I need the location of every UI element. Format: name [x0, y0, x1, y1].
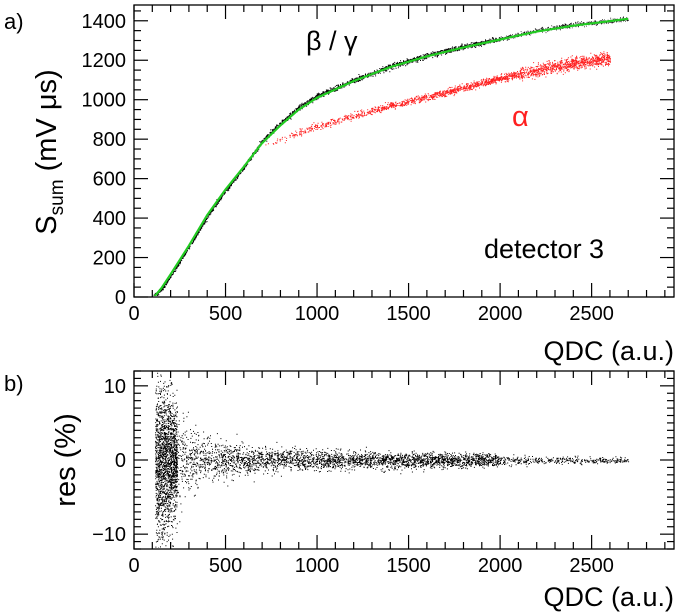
- panel-a-y-tick-label: 800: [93, 129, 126, 151]
- panel-b-x-tick-label: 500: [209, 555, 242, 577]
- panel-b-x-tick-label: 2000: [478, 555, 523, 577]
- panel-a: a) 0 200 400 600 800 1000 1200 1400 0 500 1000 150…: [4, 4, 675, 366]
- panel-a-y-tick-label: 1000: [82, 90, 127, 112]
- alpha-points: [265, 51, 611, 146]
- panel-a-series-2: [153, 17, 629, 296]
- panel-a-series-layer: [153, 16, 629, 296]
- panel-b-x-tick-label: 1500: [386, 555, 431, 577]
- panel-a-x-axis-title: QDC (a.u.): [543, 336, 674, 366]
- panel-b-y-tick-label: 10: [104, 376, 126, 398]
- residual-points: [155, 372, 630, 548]
- panel-b-series-0: [155, 372, 630, 548]
- panel-b-x-tick-label: 2500: [569, 555, 614, 577]
- panel-a-x-tick-label: 2500: [569, 303, 614, 325]
- panel-a-y-axis-title: Ssum (mV μs): [31, 69, 68, 234]
- panel-a-series-1: [265, 51, 611, 146]
- panel-a-y-tick-label: 0: [115, 287, 126, 309]
- detector-label: detector 3: [484, 234, 604, 264]
- beta-gamma-label: β / γ: [306, 26, 358, 56]
- panel-b-x-axis-title: QDC (a.u.): [543, 582, 674, 612]
- panel-a-y-axis-title-sub: sum: [47, 179, 68, 215]
- panel-b-x-tick-label: 0: [128, 555, 139, 577]
- panel-a-y-tick-label: 400: [93, 208, 126, 230]
- panel-b-plot-area: [155, 372, 630, 548]
- panel-a-x-tick-label: 1500: [386, 303, 431, 325]
- panel-b-y-tick-label: 0: [115, 450, 126, 472]
- panel-b-series-layer: [155, 372, 630, 548]
- panel-a-y-axis: 0 200 400 600 800 1000 1200 1400: [82, 10, 674, 309]
- alpha-label: α: [512, 101, 529, 133]
- panel-a-y-axis-title-rest: (mV μs): [31, 69, 63, 179]
- panel-a-y-tick-label: 600: [93, 169, 126, 191]
- panel-b-y-axis: −10 0 10: [92, 370, 674, 550]
- panel-a-x-tick-label: 2000: [478, 303, 523, 325]
- panel-a-x-tick-label: 500: [209, 303, 242, 325]
- fit-curve: [153, 17, 629, 296]
- panel-b-y-axis-title: res (%): [50, 413, 82, 506]
- panel-b-y-tick-label: −10: [92, 524, 126, 546]
- panel-a-x-tick-label: 0: [128, 303, 139, 325]
- panel-a-x-tick-label: 1000: [295, 303, 340, 325]
- panel-a-y-tick-label: 200: [93, 248, 126, 270]
- panel-a-label: a): [4, 9, 24, 34]
- panel-b-x-tick-label: 1000: [295, 555, 340, 577]
- panel-a-y-tick-label: 1400: [82, 11, 127, 33]
- panel-a-y-tick-label: 1200: [82, 50, 127, 72]
- panel-a-x-axis: 0 500 1000 1500 2000 2500: [128, 5, 666, 325]
- panel-b-label: b): [4, 371, 24, 396]
- panel-a-y-axis-title-main: S: [31, 215, 63, 234]
- panel-a-plot-area: [153, 16, 629, 296]
- panel-b-x-axis: 0 500 1000 1500 2000 2500: [128, 371, 666, 577]
- panel-a-frame: [133, 4, 675, 298]
